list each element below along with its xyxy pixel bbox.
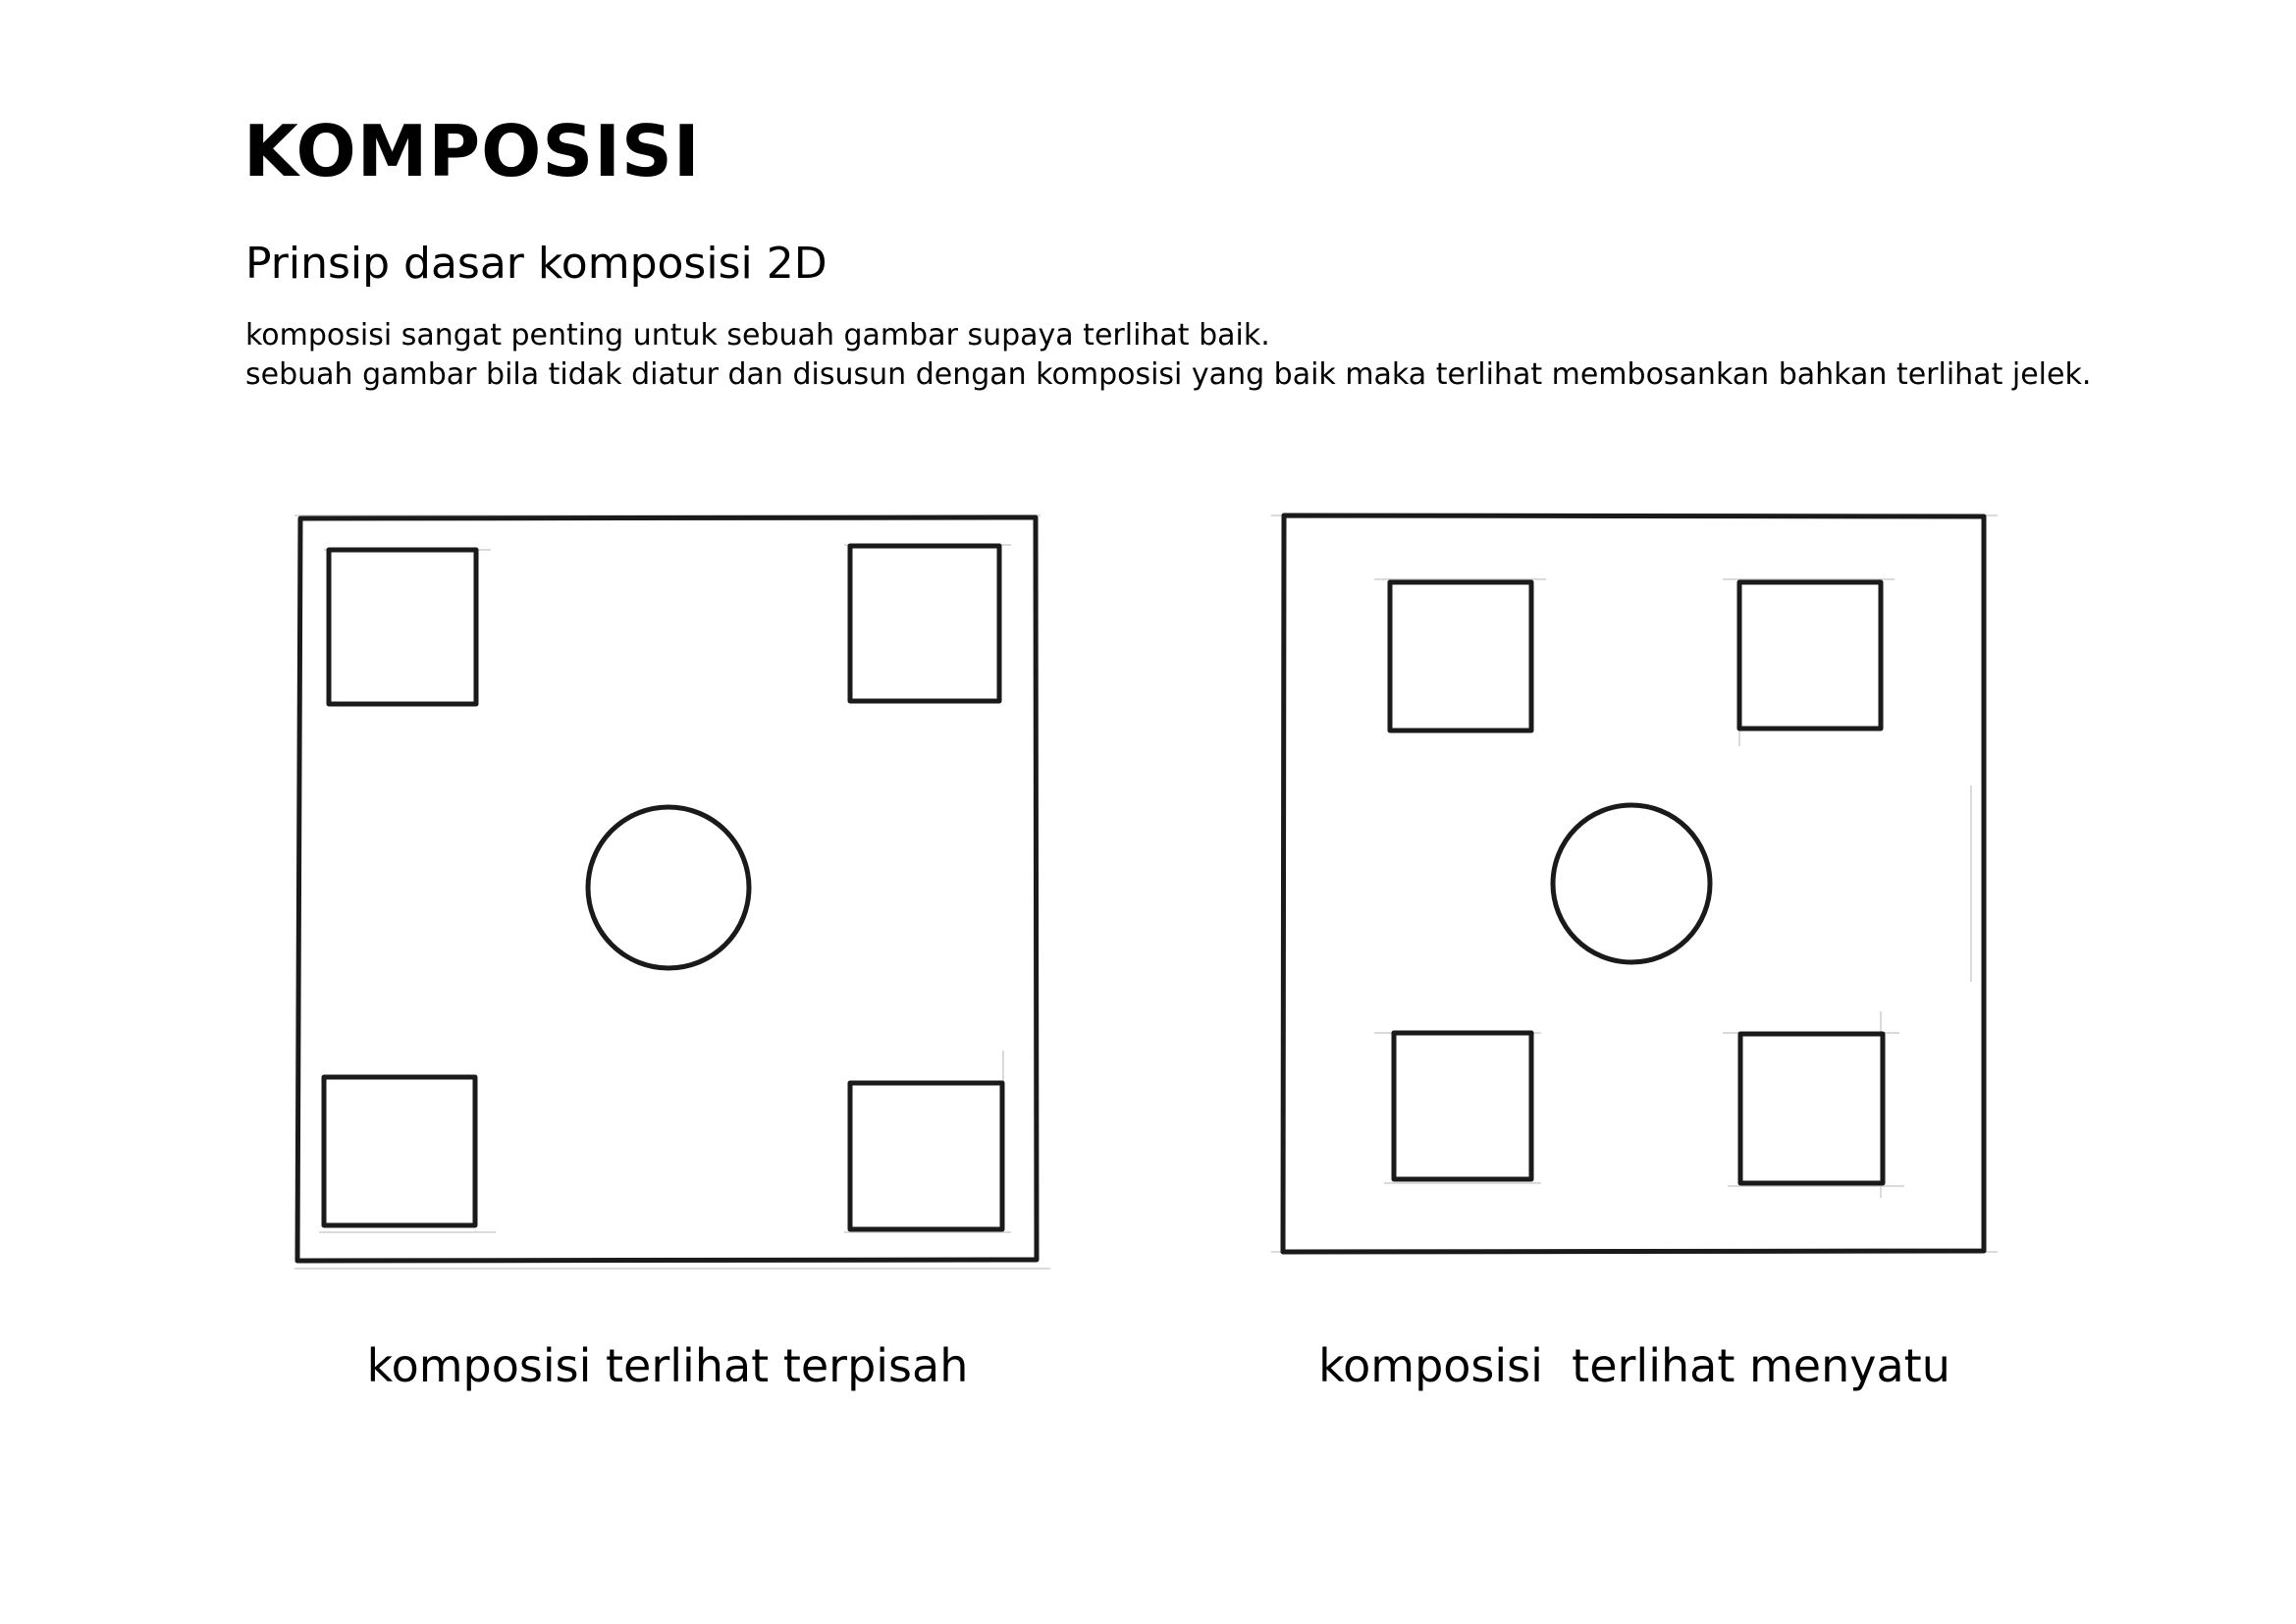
caption-separated: komposisi terlihat terpisah — [366, 1339, 969, 1392]
caption-unified: komposisi terlihat menyatu — [1318, 1339, 1950, 1392]
description-line-1: komposisi sangat penting untuk sebuah ga… — [245, 318, 1270, 352]
outer-frame-left — [294, 514, 1040, 1264]
outer-frame-right — [1280, 513, 1987, 1255]
example-separated — [294, 514, 1050, 1270]
square-bottom-left — [1391, 1030, 1534, 1182]
page-title: KOMPOSISI — [243, 110, 701, 192]
circle-center-left — [585, 804, 752, 971]
circle-center-right — [1550, 802, 1713, 965]
example-unified — [1271, 513, 1998, 1255]
square-bottom-right — [1737, 1031, 1886, 1186]
guide-lines-left — [294, 514, 1050, 1270]
description-line-2: sebuah gambar bila tidak diatur dan disu… — [245, 357, 2092, 392]
square-top-left — [326, 547, 479, 707]
guide-lines-right — [1271, 514, 1998, 1253]
description: komposisi sangat penting untuk sebuah ga… — [245, 316, 2209, 395]
page-subtitle: Prinsip dasar komposisi 2D — [245, 239, 828, 289]
square-top-right — [847, 543, 1002, 704]
square-top-left — [1387, 579, 1534, 733]
square-top-right — [1736, 579, 1884, 731]
square-bottom-left — [321, 1074, 478, 1228]
square-bottom-right — [847, 1080, 1005, 1232]
